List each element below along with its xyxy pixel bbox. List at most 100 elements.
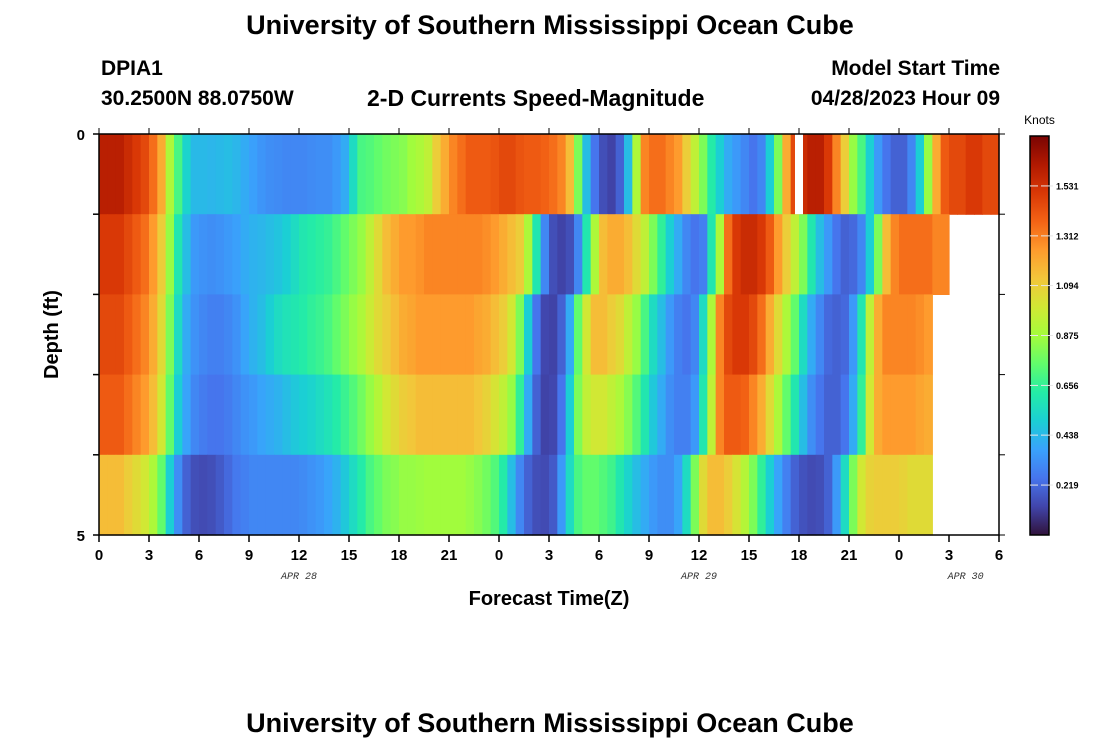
colorbar-tick-label: 1.531: [1056, 181, 1079, 191]
heatmap-cell: [182, 454, 192, 536]
heatmap-cell: [215, 454, 225, 536]
heatmap-cell: [232, 214, 242, 295]
heatmap-cell: [440, 294, 450, 376]
heatmap-cell: [307, 454, 317, 536]
heatmap-cell: [915, 214, 925, 295]
heatmap-cell: [257, 214, 267, 295]
colorbar-label: Knots: [1024, 113, 1055, 127]
heatmap-cell: [507, 454, 517, 536]
heatmap-cell: [165, 294, 175, 376]
heatmap-cell: [357, 214, 367, 295]
heatmap-cell: [540, 374, 550, 456]
heatmap-cell: [865, 374, 875, 456]
heatmap-cell: [757, 374, 767, 456]
heatmap-cell: [349, 374, 358, 456]
x-tick-label: 0: [895, 547, 903, 564]
heatmap-cell: [274, 454, 283, 536]
heatmap-cell: [99, 294, 108, 376]
heatmap-cell: [774, 374, 783, 456]
heatmap-cell: [524, 374, 533, 456]
heatmap-cell: [924, 134, 933, 215]
heatmap-cell: [215, 294, 225, 376]
heatmap-cell: [657, 454, 667, 536]
x-tick-label: 12: [291, 547, 308, 564]
heatmap-cell: [757, 294, 767, 376]
x-tick-label: 21: [441, 547, 458, 564]
x-tick-label: 9: [245, 547, 253, 564]
heatmap-cell: [240, 214, 250, 295]
heatmap-cell: [424, 454, 433, 536]
heatmap-cell: [924, 214, 933, 295]
heatmap-cell: [640, 454, 650, 536]
heatmap-cell: [157, 374, 167, 456]
heatmap-cell: [340, 454, 350, 536]
heatmap-cell: [107, 214, 117, 295]
heatmap-cell: [499, 134, 508, 215]
heatmap-cell: [324, 134, 333, 215]
heatmap-cell: [124, 214, 133, 295]
heatmap-cell: [232, 134, 242, 215]
heatmap-cell: [890, 454, 900, 536]
heatmap-cell: [224, 214, 233, 295]
heatmap-cell: [382, 134, 392, 215]
heatmap-cell: [182, 214, 192, 295]
heatmap-cell: [599, 374, 608, 456]
heatmap-cell: [632, 294, 642, 376]
heatmap-cell: [199, 134, 208, 215]
heatmap-cell: [282, 374, 292, 456]
heatmap-cell: [532, 294, 542, 376]
heatmap-cell: [207, 454, 217, 536]
heatmap-cell: [165, 454, 175, 536]
heatmap-cell: [607, 454, 617, 536]
heatmap-cell: [949, 134, 958, 215]
heatmap-cell: [199, 294, 208, 376]
heatmap-cell: [665, 134, 675, 215]
heatmap-cell: [507, 134, 517, 215]
heatmap-cell: [465, 294, 475, 376]
heatmap-cell: [440, 374, 450, 456]
heatmap-cell: [549, 294, 558, 376]
heatmap-cell: [365, 454, 375, 536]
heatmap-cell: [474, 374, 483, 456]
heatmap-cell: [732, 374, 742, 456]
heatmap-cell: [807, 294, 817, 376]
heatmap-cell: [490, 134, 500, 215]
heatmap-cell: [807, 454, 817, 536]
heatmap-cell: [374, 454, 383, 536]
heatmap-cell: [574, 134, 583, 215]
heatmap-cell: [490, 214, 500, 295]
heatmap-cell: [340, 374, 350, 456]
heatmap-cell: [315, 214, 325, 295]
heatmap-cell: [332, 294, 342, 376]
heatmap-cell: [724, 454, 733, 536]
heatmap-cell: [757, 214, 767, 295]
heatmap-cell: [365, 294, 375, 376]
heatmap-cell: [307, 374, 317, 456]
heatmap-cell: [615, 134, 625, 215]
date-label: APR 28: [280, 572, 317, 583]
heatmap-cell: [440, 134, 450, 215]
heatmap-cell: [799, 134, 808, 215]
heatmap-cell: [124, 134, 133, 215]
heatmap-cell: [249, 294, 258, 376]
heatmap-cell: [632, 454, 642, 536]
heatmap-cell: [557, 134, 567, 215]
heatmap-cell: [265, 374, 275, 456]
heatmap-cell: [432, 454, 442, 536]
heatmap-cell: [724, 374, 733, 456]
colorbar-tick-label: 0.875: [1056, 331, 1079, 341]
heatmap-cell: [374, 294, 383, 376]
heatmap-cell: [207, 214, 217, 295]
heatmap-cell: [324, 214, 333, 295]
heatmap-cell: [674, 374, 683, 456]
heatmap-cell: [215, 134, 225, 215]
heatmap-cell: [574, 374, 583, 456]
heatmap-cell: [715, 134, 725, 215]
heatmap-cell: [357, 294, 367, 376]
heatmap-cell: [774, 454, 783, 536]
heatmap-cell: [249, 374, 258, 456]
colorbar-tick-label: 1.094: [1056, 281, 1079, 291]
heatmap-cell: [399, 214, 408, 295]
heatmap-cell: [540, 214, 550, 295]
heatmap-cell: [749, 134, 758, 215]
